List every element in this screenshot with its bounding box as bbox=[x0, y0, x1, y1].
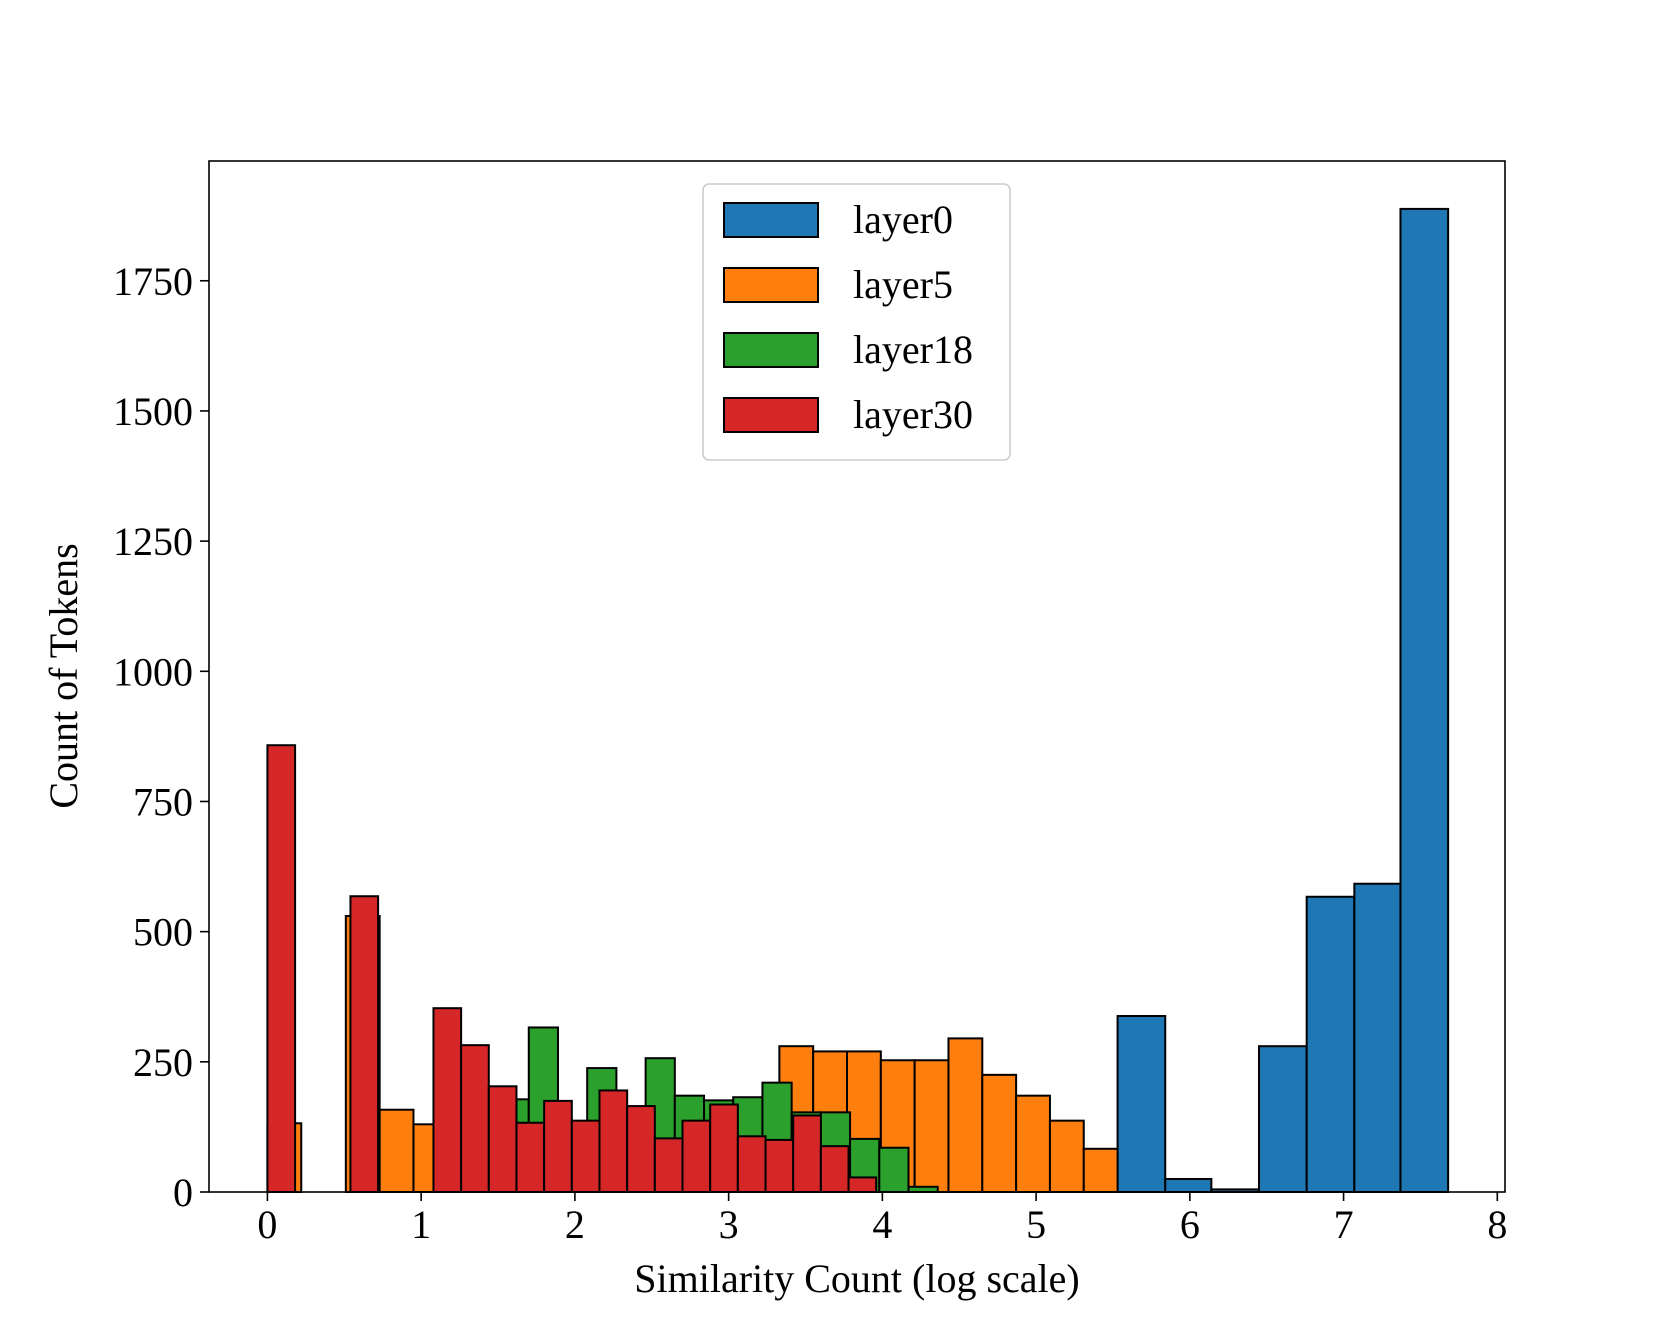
x-tick-label: 6 bbox=[1180, 1202, 1200, 1247]
y-tick-label: 1000 bbox=[113, 649, 193, 694]
legend-swatch-layer18 bbox=[723, 332, 819, 368]
bar-layer30-13 bbox=[736, 1135, 767, 1194]
y-tick-label: 0 bbox=[173, 1170, 193, 1215]
bar-layer30-7 bbox=[570, 1119, 601, 1194]
x-tick-label: 1 bbox=[411, 1202, 431, 1247]
bar-layer5-12 bbox=[1015, 1094, 1051, 1194]
bar-layer30-6 bbox=[543, 1099, 573, 1194]
legend-swatch-layer5 bbox=[723, 267, 819, 303]
legend-label-layer0: layer0 bbox=[853, 197, 953, 242]
legend-swatch-layer0 bbox=[723, 202, 819, 238]
bar-layer30-1 bbox=[349, 895, 380, 1193]
legend-frame bbox=[702, 183, 1011, 461]
bar-layer0-4 bbox=[1305, 895, 1356, 1193]
x-tick-label: 5 bbox=[1026, 1202, 1046, 1247]
bar-layer5-10 bbox=[947, 1037, 984, 1194]
bar-layer30-8 bbox=[598, 1089, 629, 1193]
series-layer0 bbox=[1116, 207, 1450, 1194]
y-axis-label: Count of Tokens bbox=[41, 543, 86, 808]
legend-item-layer0: layer0 bbox=[723, 197, 953, 242]
bar-layer30-10 bbox=[653, 1137, 684, 1193]
bar-layer30-15 bbox=[792, 1114, 822, 1193]
x-tick-label: 8 bbox=[1487, 1202, 1507, 1247]
bar-layer0-5 bbox=[1353, 882, 1402, 1193]
bar-layer0-6 bbox=[1399, 207, 1450, 1194]
x-axis-ticks: 0 1 2 3 4 5 6 7 8 bbox=[257, 1192, 1507, 1247]
bar-layer18-11 bbox=[878, 1146, 910, 1193]
legend-item-layer18: layer18 bbox=[723, 327, 973, 372]
bar-layer30-12 bbox=[709, 1103, 739, 1194]
bar-layer5-11 bbox=[981, 1073, 1018, 1193]
bar-layer30-2 bbox=[432, 1007, 463, 1193]
bar-layer30-3 bbox=[460, 1044, 490, 1194]
legend-label-layer30: layer30 bbox=[853, 392, 973, 437]
legend-label-layer18: layer18 bbox=[853, 327, 973, 372]
bar-layer30-4 bbox=[487, 1085, 518, 1194]
y-tick-label: 250 bbox=[133, 1040, 193, 1085]
legend-item-layer30: layer30 bbox=[723, 392, 973, 437]
x-tick-label: 0 bbox=[257, 1202, 277, 1247]
legend-label-layer5: layer5 bbox=[853, 262, 953, 307]
x-tick-label: 3 bbox=[719, 1202, 739, 1247]
plot-frame bbox=[208, 160, 1506, 1193]
bar-layer30-5 bbox=[515, 1121, 546, 1193]
bar-layer30-11 bbox=[681, 1119, 712, 1194]
bar-layer30-0 bbox=[266, 744, 297, 1193]
bar-layer30-17 bbox=[847, 1176, 878, 1194]
bar-layer5-9 bbox=[913, 1059, 950, 1194]
bar-layer5-3 bbox=[378, 1108, 415, 1193]
bar-layer5-14 bbox=[1082, 1147, 1119, 1194]
bars-layer bbox=[266, 207, 1450, 1194]
y-tick-label: 1500 bbox=[113, 389, 193, 434]
legend-item-layer5: layer5 bbox=[723, 262, 953, 307]
bar-layer0-1 bbox=[1164, 1177, 1213, 1193]
x-axis-label: Similarity Count (log scale) bbox=[634, 1256, 1080, 1301]
x-tick-label: 2 bbox=[565, 1202, 585, 1247]
bar-layer0-0 bbox=[1116, 1015, 1167, 1193]
x-tick-label: 4 bbox=[872, 1202, 892, 1247]
y-tick-label: 1250 bbox=[113, 519, 193, 564]
x-tick-label: 7 bbox=[1334, 1202, 1354, 1247]
bar-layer30-14 bbox=[764, 1138, 795, 1194]
y-tick-label: 500 bbox=[133, 910, 193, 955]
legend: layer0 layer5 layer18 layer30 bbox=[702, 183, 1011, 461]
bar-layer30-9 bbox=[626, 1105, 656, 1193]
y-tick-label: 1750 bbox=[113, 259, 193, 304]
bar-layer30-16 bbox=[819, 1145, 850, 1194]
y-tick-label: 750 bbox=[133, 779, 193, 824]
legend-swatch-layer30 bbox=[723, 397, 819, 433]
bar-layer5-13 bbox=[1048, 1119, 1085, 1194]
bar-layer0-3 bbox=[1258, 1045, 1308, 1193]
y-axis-ticks: 0 250 500 750 1000 1250 1500 1750 bbox=[113, 259, 209, 1215]
